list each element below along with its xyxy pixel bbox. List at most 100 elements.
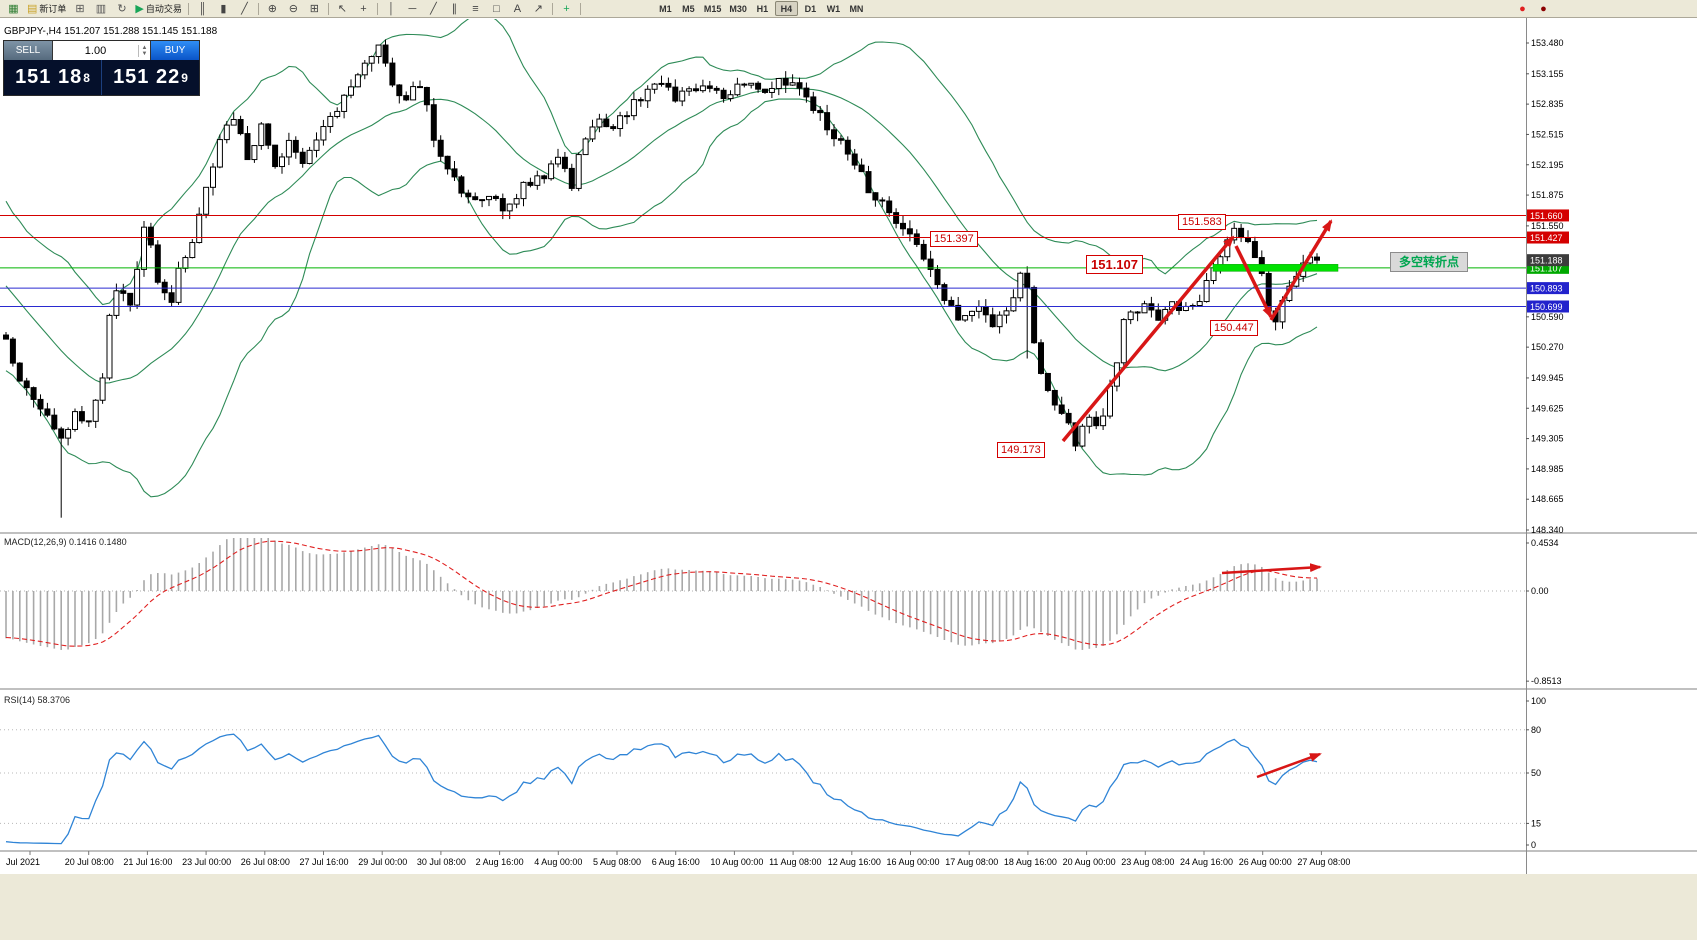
time-axis-label: 27 Jul 16:00	[300, 857, 349, 867]
timeframe-m30-button[interactable]: M30	[729, 3, 747, 14]
new-order-button[interactable]: ▤ 新订单	[25, 1, 68, 16]
volume-down-stepper[interactable]: ▼	[141, 50, 148, 57]
crosshair-button[interactable]: +	[354, 1, 373, 16]
ask-price-main: 151 22	[113, 66, 181, 88]
fibonacci-button[interactable]: ≡	[466, 1, 485, 16]
turning-point-bar[interactable]	[1212, 264, 1339, 272]
bid-price[interactable]: 151 18 8	[4, 60, 102, 95]
timeframe-h4-button[interactable]: H4	[774, 1, 798, 16]
price-axis-label: 152.195	[1531, 160, 1564, 170]
price-tag	[1527, 254, 1569, 267]
candles-chart-button[interactable]: ▮	[214, 1, 233, 16]
annotation-151397[interactable]: 151.397	[930, 231, 978, 247]
price-axis-label: 149.625	[1531, 403, 1564, 413]
rsi-indicator-label: RSI(14) 58.3706	[4, 695, 71, 705]
macd-axis-label: -0.8513	[1531, 676, 1562, 686]
annotation-149173[interactable]: 149.173	[997, 442, 1045, 458]
vertical-line-button[interactable]: │	[382, 1, 401, 16]
shapes-button[interactable]: □	[487, 1, 506, 16]
candles-chart-icon: ▮	[220, 2, 227, 15]
time-axis-label: 10 Aug 00:00	[710, 857, 763, 867]
arrows-tool-button[interactable]: ↗	[529, 1, 548, 16]
time-axis-label: 2 Aug 16:00	[476, 857, 524, 867]
channel-icon: ∥	[451, 2, 458, 15]
price-tag-label: 151.660	[1530, 211, 1563, 221]
charts-icon: ▦	[8, 2, 19, 15]
timeframe-mn-button[interactable]: MN	[849, 3, 864, 14]
charts-button[interactable]: ▦	[4, 1, 23, 16]
timeframe-m1-button[interactable]: M1	[659, 3, 672, 14]
volume-input[interactable]: 1.00	[84, 44, 107, 57]
timeframe-w1-button[interactable]: W1	[826, 3, 841, 14]
time-axis-label: 24 Aug 16:00	[1180, 857, 1233, 867]
zoom-in-icon: ⊕	[267, 2, 278, 15]
price-axis-label: 150.590	[1531, 312, 1564, 322]
line-chart-button[interactable]: ╱	[235, 1, 254, 16]
trend-arrow[interactable]	[1256, 752, 1322, 779]
price-axis-label: 151.550	[1531, 221, 1564, 231]
time-axis-label: 27 Aug 08:00	[1297, 857, 1350, 867]
one-click-trading-panel: SELL 1.00 ▲ ▼ BUY 151 18 8 151 22 9	[3, 40, 200, 96]
bars-chart-button[interactable]: ║	[193, 1, 212, 16]
text-button[interactable]: A	[508, 1, 527, 16]
trendline-button[interactable]: ╱	[424, 1, 443, 16]
trend-arrow[interactable]	[1269, 219, 1333, 321]
macd-axis-label: 0.00	[1531, 586, 1549, 596]
buy-button[interactable]: BUY	[150, 41, 199, 60]
price-tag	[1527, 300, 1569, 313]
time-axis-label: 23 Jul 00:00	[182, 857, 231, 867]
arrows-tool-icon: ↗	[533, 2, 544, 15]
bars-chart-icon: ║	[198, 2, 207, 15]
cursor-button[interactable]: ↖	[333, 1, 352, 16]
horizontal-line-icon: ─	[408, 2, 417, 15]
time-axis-label: 12 Aug 16:00	[828, 857, 881, 867]
price-axis-label: 149.305	[1531, 434, 1564, 444]
fibonacci-icon: ≡	[472, 2, 479, 15]
price-tag-label: 151.188	[1530, 256, 1563, 266]
price-axis-label: 153.155	[1531, 69, 1564, 79]
rsi-axis-label: 80	[1531, 725, 1541, 735]
zoom-out-button[interactable]: ⊖	[284, 1, 303, 16]
rsi-axis-label: 15	[1531, 818, 1541, 828]
new-order-icon: ▤	[27, 2, 38, 15]
time-axis-label: 18 Aug 16:00	[1004, 857, 1057, 867]
price-tag-label: 151.427	[1530, 233, 1563, 243]
time-axis-label: 21 Jul 16:00	[123, 857, 172, 867]
sell-button[interactable]: SELL	[4, 41, 53, 60]
record-icon[interactable]: ●	[1519, 2, 1526, 15]
vertical-line-icon: │	[387, 2, 395, 15]
annotation-turning-point[interactable]: 多空转折点	[1390, 252, 1469, 272]
autotrading-button[interactable]: ▶ 自动交易	[133, 1, 183, 16]
toolbar-separator	[187, 2, 189, 15]
refresh-button[interactable]: ↻	[112, 1, 131, 16]
line-chart-icon: ╱	[241, 2, 248, 15]
ask-price[interactable]: 151 22 9	[102, 60, 199, 95]
indicators-button[interactable]: +	[557, 1, 576, 16]
time-axis-label: 23 Aug 08:00	[1121, 857, 1174, 867]
tile-windows-button[interactable]: ⊞	[305, 1, 324, 16]
trend-arrow[interactable]	[1234, 245, 1273, 319]
top-toolbar: ▦ ▤ 新订单 ⊞ ▥ ↻ ▶ 自动交易 ║ ▮ ╱ ⊕ ⊖ ⊞ ↖ + │ ─ ╱ ∥ ≡ □ A ↗ + M1 M5 M15 M30…	[0, 0, 1697, 18]
time-axis-label: 20 Aug 00:00	[1063, 857, 1116, 867]
cursor-icon: ↖	[337, 2, 348, 15]
rsi-plot	[5, 733, 1318, 845]
timeframe-m15-button[interactable]: M15	[703, 3, 722, 14]
timeframe-m5-button[interactable]: M5	[682, 3, 695, 14]
chart-window-button[interactable]: ⊞	[70, 1, 89, 16]
channel-button[interactable]: ∥	[445, 1, 464, 16]
volume-stepper[interactable]: ▲ ▼	[138, 44, 150, 57]
alert-icon[interactable]: ●	[1540, 2, 1547, 15]
volume-up-stepper[interactable]: ▲	[141, 44, 148, 51]
zoom-in-button[interactable]: ⊕	[263, 1, 282, 16]
toolbar-separator	[551, 2, 553, 15]
candlesticks	[3, 39, 1320, 518]
horizontal-line-button[interactable]: ─	[403, 1, 422, 16]
profiles-button[interactable]: ▥	[91, 1, 110, 16]
annotation-150447[interactable]: 150.447	[1210, 320, 1258, 336]
annotation-151107[interactable]: 151.107	[1086, 255, 1143, 274]
annotation-151583[interactable]: 151.583	[1178, 214, 1226, 230]
timeframe-d1-button[interactable]: D1	[804, 3, 817, 14]
trend-arrow[interactable]	[1221, 563, 1322, 575]
timeframe-h1-button[interactable]: H1	[756, 3, 769, 14]
trend-arrow[interactable]	[1061, 235, 1235, 443]
